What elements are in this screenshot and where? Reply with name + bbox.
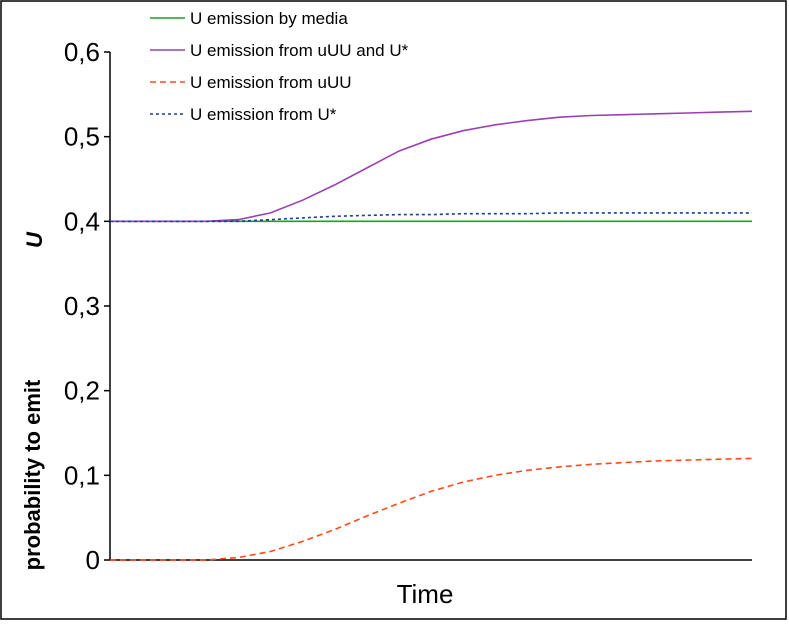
y-tick-label: 0,5 (64, 122, 100, 152)
y-tick-label: 0,6 (64, 37, 100, 67)
y-tick-label: 0,4 (64, 206, 100, 236)
series-line-3 (110, 457, 753, 561)
legend: U emission by media U emission from uUU a… (150, 9, 409, 124)
series-lines (110, 110, 753, 561)
y-axis-variable: U (22, 231, 47, 248)
axes: 0 0,1 0,2 0,3 0,4 0,5 0,6 (64, 37, 752, 575)
y-tick-label: 0,1 (64, 460, 100, 490)
y-tick-label: 0,3 (64, 291, 100, 321)
legend-label-2: U emission from uUU and U* (190, 41, 409, 60)
series-line-4 (110, 212, 752, 223)
series-line-2 (110, 110, 753, 223)
legend-label-4: U emission from U* (190, 105, 337, 124)
y-axis-label: probability to emit (20, 379, 45, 570)
y-tick-label: 0 (86, 545, 100, 575)
y-tick-label: 0,2 (64, 376, 100, 406)
y-axis-variable-label: U (22, 231, 47, 248)
x-axis-title: Time (397, 579, 454, 609)
y-axis-title: probability to emit (20, 379, 45, 570)
legend-label-1: U emission by media (190, 9, 348, 28)
legend-label-3: U emission from uUU (190, 73, 352, 92)
